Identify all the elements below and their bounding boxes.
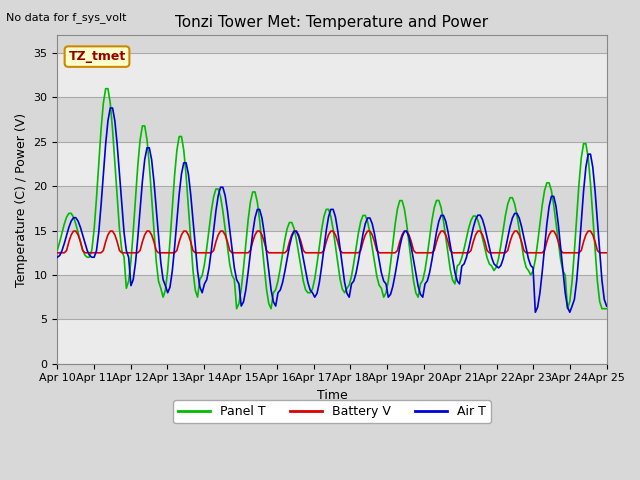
TZ_tmet — [54, 247, 61, 253]
Bar — [58, 97, 607, 142]
Y-axis label: Temperature (C) / Power (V): Temperature (C) / Power (V) — [15, 112, 28, 287]
TZ_tmet — [143, 137, 151, 143]
Bar — [58, 319, 607, 364]
TZ_tmet — [244, 217, 252, 223]
Line: TZ_tmet: TZ_tmet — [58, 89, 607, 309]
TZ_tmet — [77, 239, 84, 245]
TZ_tmet — [603, 306, 611, 312]
TZ_tmet — [90, 226, 98, 232]
Bar — [58, 230, 607, 275]
TZ_tmet — [421, 267, 429, 273]
TZ_tmet — [102, 86, 109, 92]
Text: No data for f_sys_volt: No data for f_sys_volt — [6, 12, 127, 23]
TZ_tmet — [568, 278, 576, 284]
Bar — [58, 142, 607, 186]
X-axis label: Time: Time — [317, 389, 348, 402]
Bar — [58, 53, 607, 97]
Title: Tonzi Tower Met: Temperature and Power: Tonzi Tower Met: Temperature and Power — [175, 15, 488, 30]
Legend: Panel T, Battery V, Air T: Panel T, Battery V, Air T — [173, 400, 490, 423]
Text: TZ_tmet: TZ_tmet — [68, 50, 125, 63]
Bar — [58, 186, 607, 230]
TZ_tmet — [233, 306, 241, 312]
Bar — [58, 275, 607, 319]
